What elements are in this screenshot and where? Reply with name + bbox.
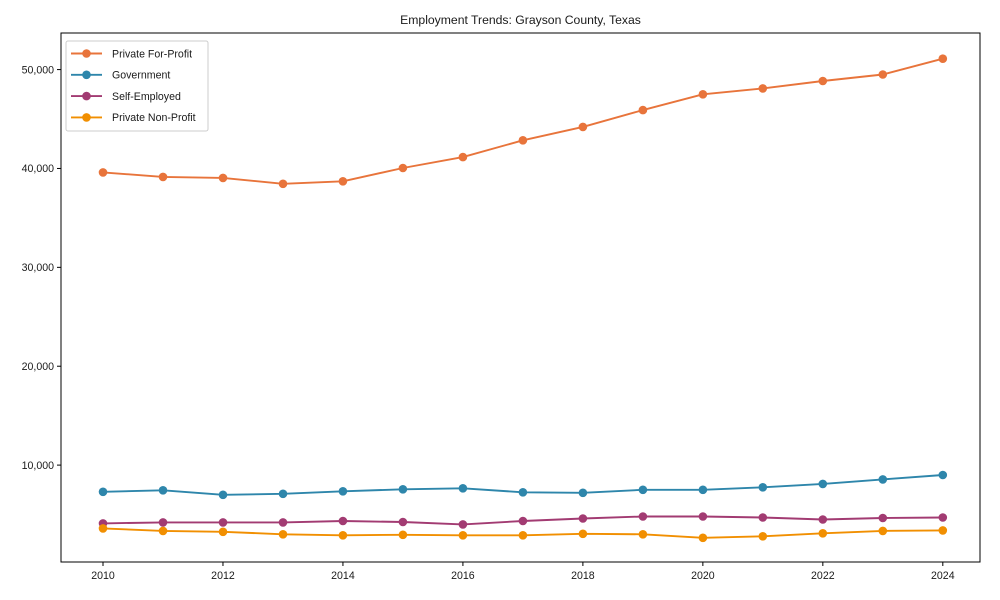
data-point-self-employed-2016 <box>458 520 468 529</box>
legend-box <box>65 40 209 132</box>
legend-marker <box>82 70 91 80</box>
y-tick-label: 10,000 <box>22 460 55 472</box>
data-point-private-non-profit-2011 <box>158 526 168 536</box>
data-point-private-non-profit-2012 <box>218 527 228 537</box>
data-point-private-for-profit-2016 <box>458 152 468 162</box>
data-point-private-for-profit-2011 <box>158 172 168 182</box>
legend-item-government: Government <box>71 70 170 82</box>
data-point-government-2024 <box>938 470 948 480</box>
data-point-government-2023 <box>878 475 888 484</box>
data-point-government-2011 <box>158 486 168 495</box>
x-tick-label: 2018 <box>571 570 595 582</box>
x-tick-label: 2014 <box>331 570 355 582</box>
data-point-private-non-profit-2019 <box>638 530 648 539</box>
x-tick-label: 2012 <box>211 570 235 582</box>
data-point-private-non-profit-2016 <box>458 531 468 540</box>
data-point-private-non-profit-2010 <box>98 524 108 533</box>
data-point-government-2012 <box>218 490 228 500</box>
legend-item-private-for-profit: Private For-Profit <box>71 48 192 60</box>
data-point-government-2016 <box>458 484 468 493</box>
data-point-government-2018 <box>578 488 588 498</box>
data-point-private-for-profit-2019 <box>638 105 648 115</box>
x-tick-label: 2024 <box>931 570 955 582</box>
data-point-self-employed-2011 <box>158 518 168 527</box>
data-point-government-2022 <box>818 479 828 489</box>
data-point-self-employed-2015 <box>398 517 408 527</box>
data-point-private-non-profit-2013 <box>278 530 288 539</box>
legend-label: Government <box>112 70 170 82</box>
data-point-self-employed-2019 <box>638 512 648 521</box>
data-point-private-non-profit-2020 <box>698 533 708 543</box>
data-point-private-non-profit-2018 <box>578 529 588 539</box>
data-point-self-employed-2020 <box>698 512 708 521</box>
data-point-private-non-profit-2014 <box>338 531 348 540</box>
data-point-self-employed-2012 <box>218 518 228 527</box>
series-government <box>98 470 948 500</box>
data-point-private-for-profit-2024 <box>938 54 948 63</box>
legend-item-self-employed: Self-Employed <box>71 91 181 103</box>
x-tick-label: 2020 <box>691 570 715 582</box>
legend-marker <box>82 91 91 101</box>
y-tick-label: 50,000 <box>22 64 55 76</box>
data-point-private-for-profit-2022 <box>818 76 828 86</box>
data-point-private-non-profit-2021 <box>758 532 768 541</box>
data-point-self-employed-2024 <box>938 513 948 522</box>
data-point-private-for-profit-2012 <box>218 173 228 183</box>
legend-label: Self-Employed <box>112 91 181 103</box>
plot-area: 10,000 20,000 30,000 40,000 50,000 2010 2012 20… <box>22 32 981 582</box>
data-point-self-employed-2023 <box>878 513 888 523</box>
data-point-self-employed-2013 <box>278 518 288 527</box>
legend-marker <box>82 49 91 58</box>
data-point-private-for-profit-2021 <box>758 84 768 93</box>
plot-frame <box>60 32 981 563</box>
data-point-government-2020 <box>698 485 708 495</box>
legend: Private For-Profit Government Self-Employe… <box>65 40 209 132</box>
data-point-private-non-profit-2015 <box>398 530 408 540</box>
data-point-government-2019 <box>638 485 648 495</box>
series-private-non-profit <box>98 524 948 543</box>
series-self-employed <box>98 512 948 529</box>
legend-item-private-non-profit: Private Non-Profit <box>71 112 196 124</box>
series-private-for-profit <box>98 54 948 189</box>
data-point-private-for-profit-2018 <box>578 122 588 132</box>
data-point-government-2013 <box>278 489 288 499</box>
y-tick-label: 20,000 <box>22 361 55 373</box>
data-point-government-2021 <box>758 483 768 492</box>
data-point-government-2010 <box>98 487 108 497</box>
data-point-self-employed-2018 <box>578 514 588 523</box>
legend-label: Private Non-Profit <box>112 112 196 124</box>
data-point-private-for-profit-2014 <box>338 177 348 186</box>
data-point-government-2017 <box>518 488 528 497</box>
data-point-private-non-profit-2017 <box>518 531 528 540</box>
x-tick-label: 2010 <box>91 570 115 582</box>
data-point-private-non-profit-2022 <box>818 529 828 538</box>
y-tick-label: 30,000 <box>22 262 55 274</box>
data-point-private-for-profit-2015 <box>398 163 408 173</box>
series-line-private-for-profit <box>102 57 944 185</box>
data-point-private-for-profit-2010 <box>98 168 108 177</box>
data-point-self-employed-2014 <box>338 516 348 526</box>
data-point-private-for-profit-2013 <box>278 179 288 189</box>
data-point-private-non-profit-2024 <box>938 526 948 535</box>
data-point-government-2015 <box>398 485 408 494</box>
legend-label: Private For-Profit <box>112 48 192 60</box>
x-tick-label: 2016 <box>451 570 475 582</box>
chart-title: Employment Trends: Grayson County, Texas <box>400 13 641 27</box>
data-point-self-employed-2022 <box>818 515 828 524</box>
x-tick-label: 2022 <box>811 570 835 582</box>
data-point-self-employed-2021 <box>758 513 768 522</box>
data-point-government-2014 <box>338 487 348 496</box>
data-point-private-for-profit-2023 <box>878 70 888 79</box>
data-point-private-non-profit-2023 <box>878 526 888 536</box>
legend-marker <box>82 113 91 122</box>
data-point-self-employed-2017 <box>518 516 528 526</box>
y-tick-label: 40,000 <box>22 163 55 175</box>
data-point-private-for-profit-2020 <box>698 90 708 99</box>
data-point-private-for-profit-2017 <box>518 136 528 145</box>
